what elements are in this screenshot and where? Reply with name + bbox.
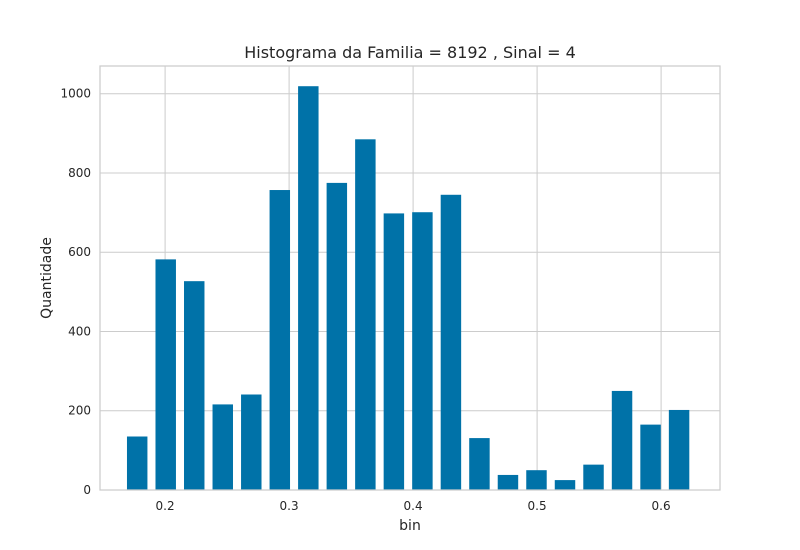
histogram-bar (668, 409, 690, 490)
histogram-bar (126, 436, 148, 490)
bars (126, 86, 690, 491)
y-tick-label: 200 (68, 404, 91, 418)
y-tick-label: 800 (68, 166, 91, 180)
histogram-bar (640, 424, 661, 490)
histogram-bar (212, 404, 233, 490)
x-tick-label: 0.3 (280, 499, 299, 513)
histogram-bar (469, 438, 490, 490)
histogram-bar (155, 259, 176, 490)
y-tick-label: 400 (68, 324, 91, 338)
histogram-bar (355, 139, 376, 490)
histogram-bar (611, 390, 633, 490)
histogram-bar (583, 464, 604, 490)
plot-frame (99, 65, 721, 491)
y-tick-label: 1000 (60, 87, 91, 101)
y-tick-label: 0 (83, 483, 91, 497)
histogram-bar (554, 480, 576, 490)
chart-title: Histograma da Familia = 8192 , Sinal = 4 (244, 43, 576, 62)
histogram-bar (440, 194, 462, 491)
histogram-bar (241, 394, 262, 490)
x-tick-label: 0.2 (156, 499, 175, 513)
histogram-bar (383, 213, 405, 490)
x-tick-label: 0.6 (652, 499, 671, 513)
y-axis-label: Quantidade (39, 237, 55, 319)
histogram-bar (412, 212, 433, 490)
histogram-bar (526, 470, 547, 490)
histogram-bar (298, 86, 319, 490)
x-tick-label: 0.5 (528, 499, 547, 513)
y-tick-label: 600 (68, 245, 91, 259)
histogram-bar (269, 190, 291, 490)
y-tick-labels: 0 200 400 600 800 1000 (60, 87, 91, 497)
x-tick-label: 0.4 (404, 499, 423, 513)
x-axis-label: bin (399, 518, 421, 534)
histogram-bar (326, 182, 348, 490)
histogram-bar (184, 281, 205, 490)
histogram-bar (497, 474, 519, 490)
x-tick-labels: 0.2 0.3 0.4 0.5 0.6 (156, 499, 671, 513)
